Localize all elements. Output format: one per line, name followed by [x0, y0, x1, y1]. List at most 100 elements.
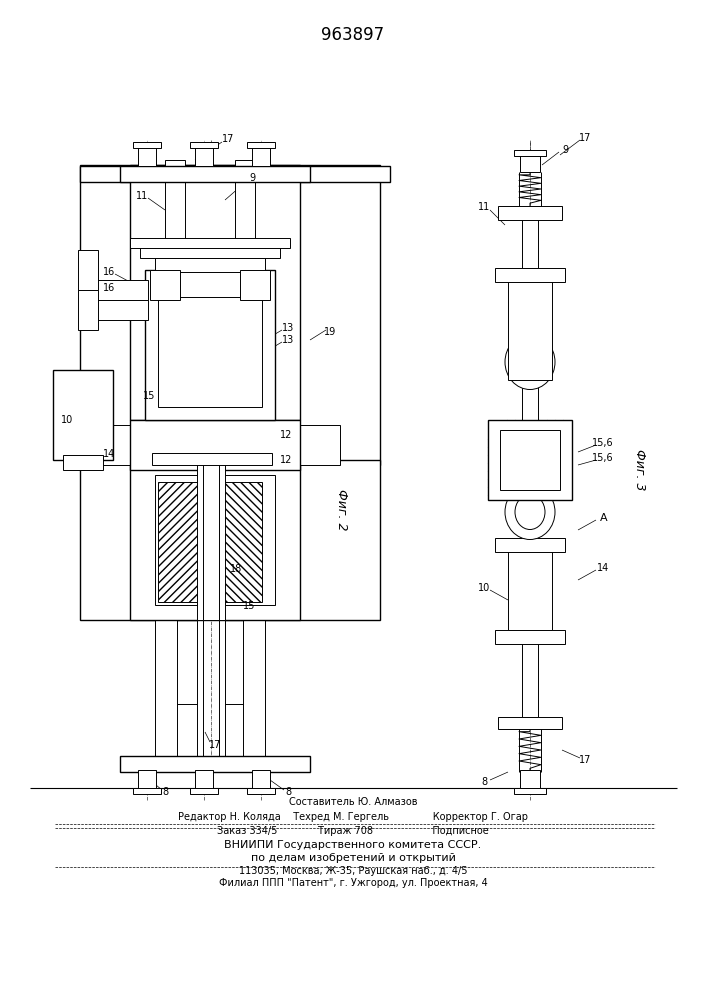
Text: 19: 19: [324, 327, 336, 337]
Bar: [522, 218, 538, 268]
Bar: [170, 704, 250, 756]
Text: 8: 8: [162, 787, 168, 797]
Text: 10: 10: [478, 583, 490, 593]
Text: Редактор Н. Коляда    Техред М. Гергель              Корректор Г. Огар: Редактор Н. Коляда Техред М. Гергель Кор…: [178, 812, 528, 822]
Text: 14: 14: [103, 449, 115, 459]
Text: 8: 8: [481, 777, 487, 787]
Bar: [130, 460, 300, 620]
Bar: [80, 460, 380, 620]
Bar: [130, 420, 300, 470]
Text: 11: 11: [478, 202, 490, 212]
Text: 15,6: 15,6: [592, 453, 614, 463]
Bar: [170, 180, 250, 238]
Bar: [495, 538, 565, 552]
Bar: [138, 146, 156, 166]
Bar: [207, 482, 262, 602]
Bar: [514, 150, 546, 156]
Bar: [252, 146, 270, 166]
Bar: [197, 466, 225, 756]
Text: Фиг. 3: Фиг. 3: [633, 449, 646, 491]
Bar: [190, 788, 218, 794]
Bar: [500, 430, 560, 490]
Bar: [130, 165, 300, 420]
Bar: [145, 270, 275, 420]
Bar: [120, 756, 310, 772]
Bar: [150, 270, 180, 300]
Bar: [495, 268, 565, 282]
Bar: [80, 166, 390, 182]
Text: 11: 11: [136, 191, 148, 201]
Bar: [243, 466, 265, 756]
Bar: [158, 297, 262, 407]
Bar: [195, 770, 213, 790]
Text: 15: 15: [243, 601, 255, 611]
Ellipse shape: [505, 334, 555, 389]
Text: 113035, Москва, Ж-35, Раушская наб., д. 4/5: 113035, Москва, Ж-35, Раушская наб., д. …: [239, 866, 467, 876]
Bar: [514, 788, 546, 794]
Bar: [195, 146, 213, 166]
Bar: [508, 280, 552, 380]
Text: 18: 18: [230, 564, 242, 574]
Bar: [88, 280, 148, 300]
Text: A: A: [600, 513, 608, 523]
Bar: [133, 142, 161, 148]
Text: 15: 15: [209, 601, 221, 611]
Ellipse shape: [515, 494, 545, 530]
Bar: [203, 460, 219, 620]
Bar: [247, 142, 275, 148]
Text: 15,6: 15,6: [592, 438, 614, 448]
Ellipse shape: [505, 485, 555, 540]
Bar: [522, 642, 538, 717]
Text: 17: 17: [222, 134, 234, 144]
Bar: [508, 550, 552, 630]
Bar: [152, 453, 272, 465]
Ellipse shape: [515, 344, 545, 379]
Bar: [190, 142, 218, 148]
Text: Составитель Ю. Алмазов: Составитель Ю. Алмазов: [288, 797, 417, 807]
Bar: [63, 455, 103, 470]
Text: 13: 13: [282, 323, 294, 333]
Text: 17: 17: [209, 740, 221, 750]
Text: Заказ 334/5             Тираж 708                   Подписное: Заказ 334/5 Тираж 708 Подписное: [217, 826, 489, 836]
Text: 12: 12: [280, 430, 292, 440]
Text: по делам изобретений и открытий: по делам изобретений и открытий: [250, 853, 455, 863]
Text: 12: 12: [280, 455, 292, 465]
Bar: [520, 770, 540, 788]
Text: 17: 17: [579, 755, 591, 765]
Bar: [247, 788, 275, 794]
Bar: [498, 717, 562, 729]
Text: 13: 13: [282, 335, 294, 345]
Bar: [203, 466, 219, 756]
Bar: [53, 370, 113, 460]
Text: 14: 14: [597, 563, 609, 573]
Bar: [165, 160, 185, 270]
Bar: [235, 160, 255, 270]
Bar: [120, 166, 310, 182]
Text: 8: 8: [285, 787, 291, 797]
Text: Филиал ППП "Патент", г. Ужгород, ул. Проектная, 4: Филиал ППП "Патент", г. Ужгород, ул. Про…: [218, 878, 487, 888]
Text: 17: 17: [579, 133, 591, 143]
Bar: [158, 482, 213, 602]
Text: ВНИИПИ Государственного комитета СССР.: ВНИИПИ Государственного комитета СССР.: [224, 840, 481, 850]
Bar: [140, 244, 280, 258]
Bar: [80, 425, 140, 465]
Text: 15: 15: [143, 391, 156, 401]
Text: 9: 9: [249, 173, 255, 183]
Text: 963897: 963897: [322, 26, 385, 44]
Bar: [252, 770, 270, 790]
Bar: [138, 770, 156, 790]
Text: 9: 9: [562, 145, 568, 155]
Text: 16: 16: [103, 267, 115, 277]
Bar: [522, 380, 538, 420]
Text: 16: 16: [103, 283, 115, 293]
Bar: [133, 788, 161, 794]
Bar: [130, 238, 290, 248]
Bar: [78, 290, 98, 330]
Bar: [155, 475, 275, 605]
Bar: [80, 165, 380, 465]
Text: 10: 10: [61, 415, 73, 425]
Bar: [488, 420, 572, 500]
Bar: [240, 270, 270, 300]
Bar: [495, 630, 565, 644]
Text: Фиг. 2: Фиг. 2: [336, 489, 349, 531]
